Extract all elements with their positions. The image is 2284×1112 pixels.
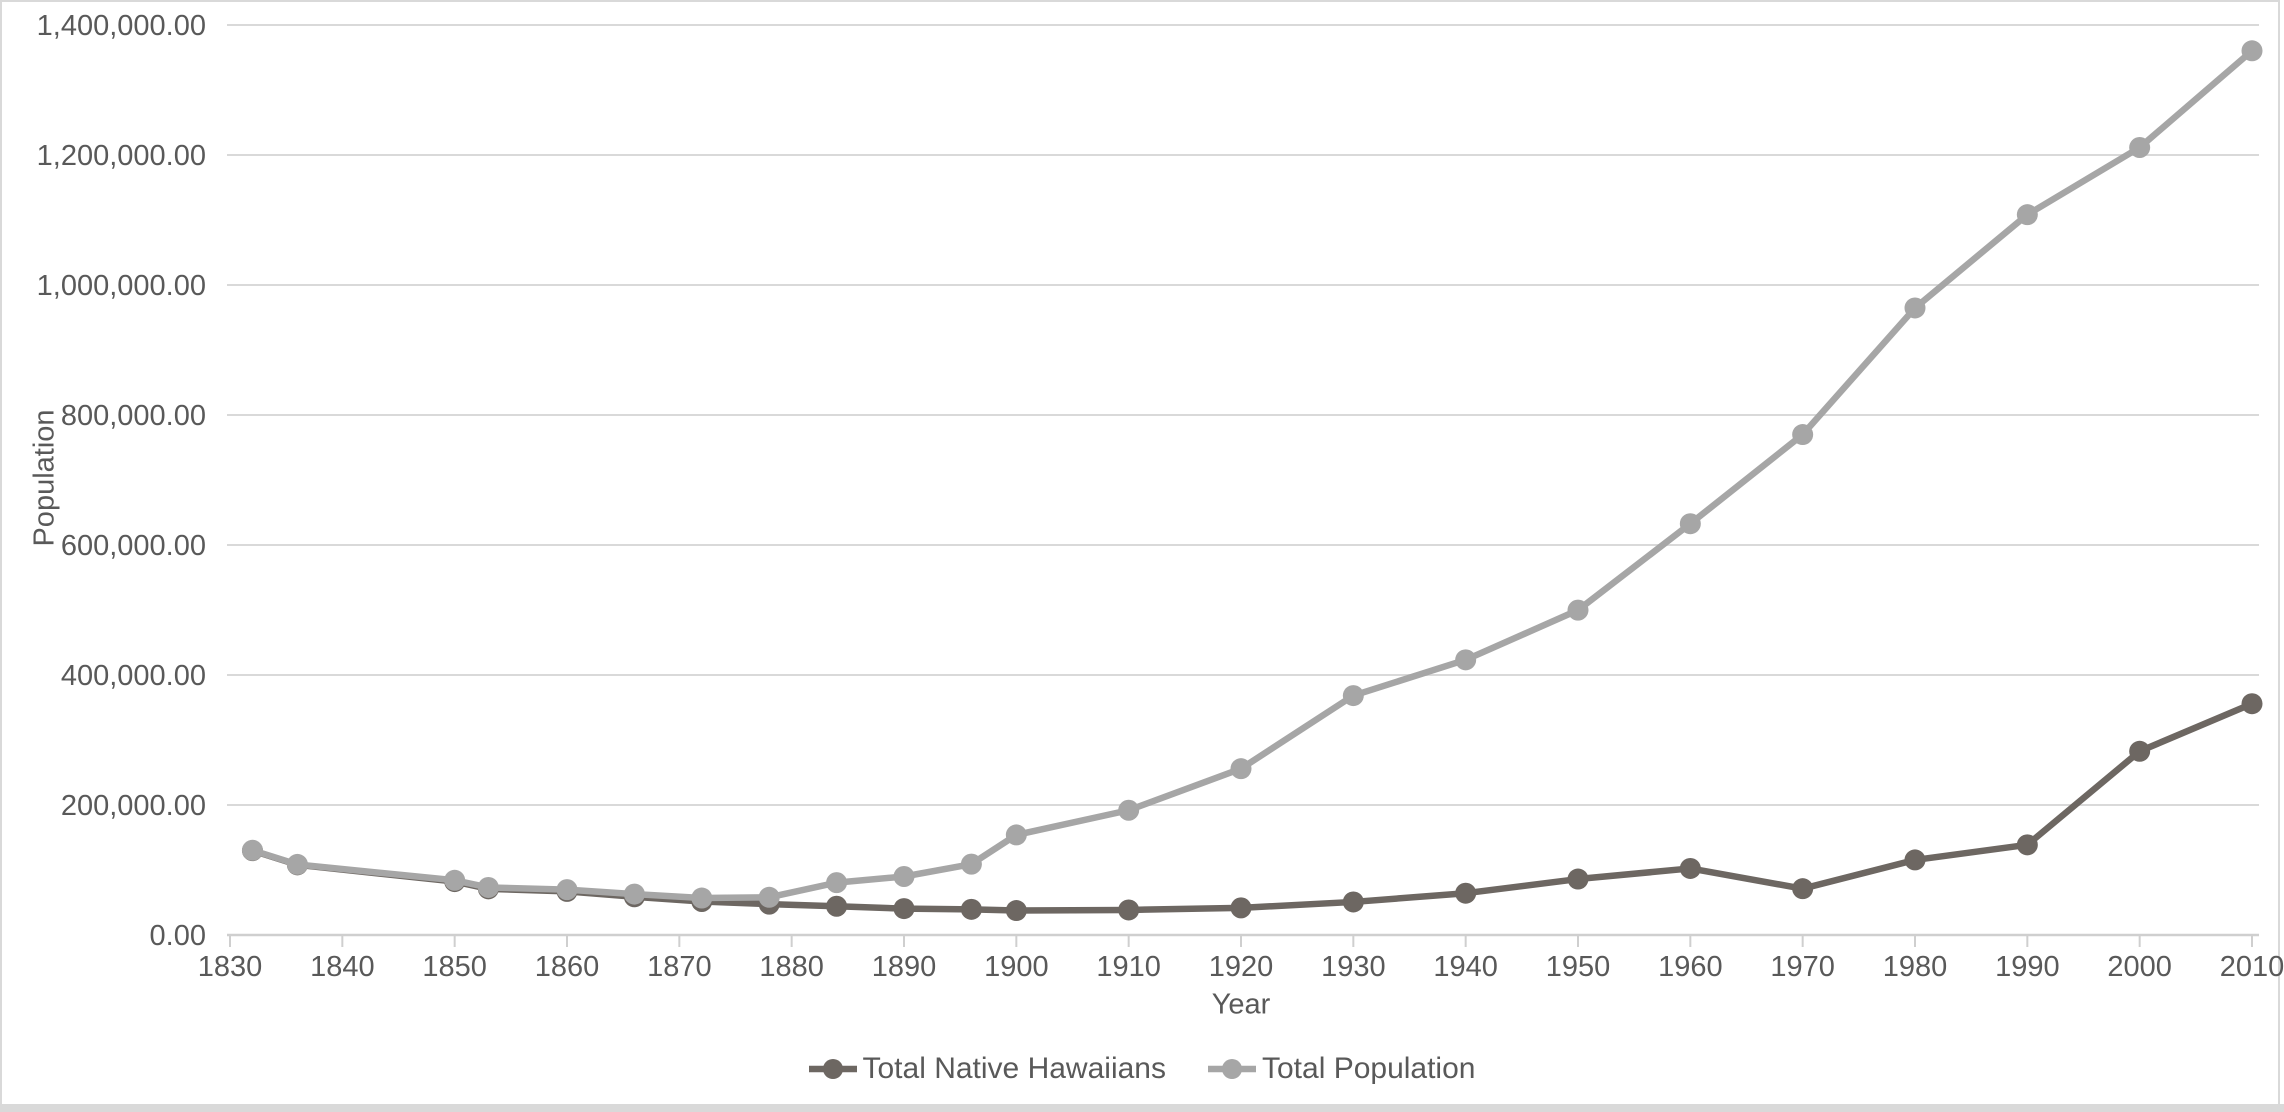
- y-tick-label: 1,000,000.00: [37, 270, 206, 302]
- data-point-total-population: [960, 853, 982, 875]
- data-point-total-population: [444, 869, 466, 891]
- data-point-total-population: [691, 887, 713, 909]
- x-tick-label: 1970: [1770, 951, 1835, 983]
- data-point-total-native-hawaiians: [1904, 849, 1926, 871]
- legend-item-total-native-hawaiians: Total Native Hawaiians: [808, 1052, 1166, 1086]
- x-tick-label: 1900: [984, 951, 1049, 983]
- data-point-total-population: [623, 883, 645, 905]
- x-tick-label: 1850: [422, 951, 487, 983]
- data-point-total-native-hawaiians: [2016, 834, 2038, 856]
- data-point-total-native-hawaiians: [1792, 878, 1814, 900]
- data-point-total-population: [1005, 824, 1027, 846]
- data-point-total-native-hawaiians: [1118, 899, 1140, 921]
- data-point-total-native-hawaiians: [1679, 857, 1701, 879]
- data-point-total-population: [241, 839, 263, 861]
- legend-line-marker-icon: [808, 1059, 857, 1079]
- x-tick-label: 1870: [647, 951, 712, 983]
- x-tick-label: 2010: [2220, 951, 2284, 983]
- data-point-total-population: [1679, 513, 1701, 535]
- x-tick-label: 1860: [535, 951, 600, 983]
- x-tick-label: 1950: [1546, 951, 1611, 983]
- data-point-total-population: [2241, 40, 2263, 62]
- window-bottom-edge: [0, 1104, 2284, 1112]
- data-point-total-population: [1792, 424, 1814, 446]
- x-tick-label: 1920: [1209, 951, 1274, 983]
- data-point-total-native-hawaiians: [1567, 868, 1589, 890]
- data-point-total-population: [286, 853, 308, 875]
- x-tick-label: 1910: [1096, 951, 1161, 983]
- data-point-total-population: [893, 866, 915, 888]
- x-tick-label: 1980: [1883, 951, 1948, 983]
- legend-marker: [822, 1059, 843, 1079]
- legend-label: Total Population: [1261, 1052, 1476, 1085]
- legend: Total Native Hawaiians Total Population: [0, 1046, 2284, 1092]
- data-point-total-population: [2016, 204, 2038, 226]
- y-tick-label: 1,400,000.00: [37, 10, 206, 42]
- x-axis-title: Year: [1211, 988, 1271, 1021]
- legend-label: Total Native Hawaiians: [862, 1052, 1166, 1085]
- x-tick-label: 1990: [1995, 951, 2060, 983]
- data-point-total-native-hawaiians: [893, 898, 915, 920]
- data-point-total-native-hawaiians: [960, 898, 982, 920]
- y-tick-label: 600,000.00: [61, 530, 206, 562]
- x-tick-label: 1940: [1433, 951, 1498, 983]
- x-tick-label: 1890: [872, 951, 937, 983]
- legend-marker: [1221, 1059, 1242, 1079]
- legend-line-marker-icon: [1207, 1059, 1256, 1079]
- series-group: [241, 40, 2263, 922]
- data-point-total-population: [477, 876, 499, 898]
- series-line-total-native-hawaiians: [249, 700, 2256, 914]
- data-point-total-population: [2129, 137, 2151, 159]
- data-point-total-population: [1342, 685, 1364, 707]
- data-point-total-population: [1455, 649, 1477, 671]
- x-tick-label: 1930: [1321, 951, 1386, 983]
- gridlines-group: [227, 24, 2259, 806]
- y-tick-label: 1,200,000.00: [37, 140, 206, 172]
- data-point-total-native-hawaiians: [1230, 897, 1252, 919]
- data-point-total-population: [1118, 799, 1140, 821]
- data-point-total-native-hawaiians: [2241, 693, 2263, 715]
- y-tick-labels-group: 0.00 200,000.00 400,000.00 600,000.00 800,00…: [37, 10, 206, 952]
- data-point-total-population: [1567, 599, 1589, 621]
- series-line-total-population: [249, 47, 2256, 902]
- y-tick-label: 200,000.00: [61, 790, 206, 822]
- y-tick-label: 400,000.00: [61, 660, 206, 692]
- y-tick-label: 0.00: [150, 920, 206, 952]
- y-tick-label: 800,000.00: [61, 400, 206, 432]
- data-point-total-population: [758, 886, 780, 908]
- x-axis-group: 1830 1840 1850 1860 1870 1880 1890 1900 1910 1920…: [198, 933, 2284, 983]
- x-tick-label: 1840: [310, 951, 375, 983]
- data-point-total-population: [1230, 758, 1252, 780]
- x-tick-label: 1880: [759, 951, 824, 983]
- data-point-total-native-hawaiians: [2129, 740, 2151, 762]
- y-axis-title: Population: [28, 409, 61, 547]
- x-tick-label: 1960: [1658, 951, 1723, 983]
- data-point-total-native-hawaiians: [1005, 900, 1027, 922]
- data-point-total-population: [826, 872, 848, 894]
- data-point-total-native-hawaiians: [826, 895, 848, 917]
- data-point-total-population: [1904, 297, 1926, 319]
- data-point-total-native-hawaiians: [1455, 882, 1477, 904]
- x-tick-label: 1830: [198, 951, 263, 983]
- x-tick-label: 2000: [2107, 951, 2172, 983]
- legend-item-total-population: Total Population: [1207, 1052, 1476, 1086]
- data-point-total-native-hawaiians: [1342, 891, 1364, 913]
- data-point-total-population: [556, 879, 578, 901]
